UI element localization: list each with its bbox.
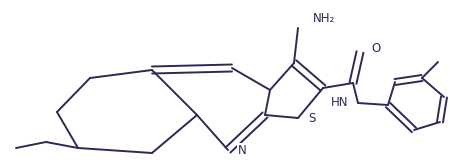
Text: HN: HN — [331, 96, 348, 110]
Text: S: S — [308, 111, 316, 125]
Text: NH₂: NH₂ — [313, 12, 335, 24]
Text: O: O — [371, 42, 380, 54]
Text: N: N — [238, 143, 247, 156]
